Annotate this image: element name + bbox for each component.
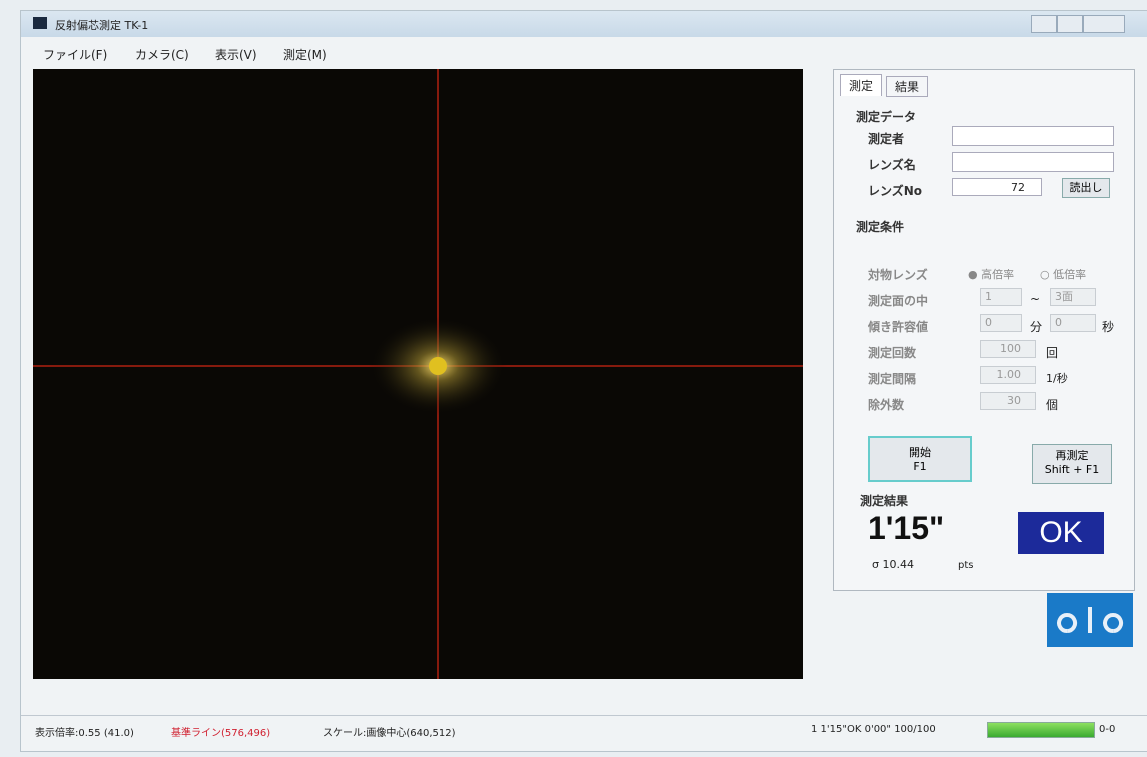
radio-option[interactable]: ○ 低倍率: [1040, 266, 1086, 282]
unit: 1/秒: [1046, 370, 1068, 386]
unit: 回: [1046, 344, 1058, 361]
button-text: 開始: [870, 446, 970, 460]
exclude-input[interactable]: 30: [980, 392, 1036, 410]
menu-item[interactable]: ファイル(F): [43, 46, 107, 63]
menu-item[interactable]: カメラ(C): [135, 46, 189, 63]
field-label: レンズNo: [868, 182, 922, 199]
side-panel: 測定 結果 測定データ 測定者 レンズ名 レンズNo 72 読出し 測定条件 対…: [833, 69, 1135, 591]
tolerance-sec[interactable]: 0: [1050, 314, 1096, 332]
field-label: 測定者: [868, 130, 904, 147]
separator: ~: [1030, 292, 1040, 306]
surface-from[interactable]: 1: [980, 288, 1022, 306]
section-heading: 測定データ: [856, 108, 916, 125]
tab[interactable]: 測定: [840, 74, 882, 96]
menu-bar: ファイル(F) カメラ(C) 表示(V) 測定(M): [21, 41, 1147, 65]
summary-status: 1 1'15"OK 0'00" 100/100: [811, 724, 936, 735]
operator-select[interactable]: [952, 126, 1114, 146]
read-button[interactable]: 読出し: [1062, 178, 1110, 198]
judgement: OK: [1018, 512, 1104, 554]
tolerance-min[interactable]: 0: [980, 314, 1022, 332]
lens-no-input[interactable]: 72: [952, 178, 1042, 196]
window-title: 反射偏芯測定 TK-1: [55, 17, 148, 33]
app-icon: [33, 17, 47, 29]
option-label: 高倍率: [981, 268, 1014, 281]
camera-view: [33, 69, 803, 679]
status-bar: 表示倍率:0.55 (41.0) 基準ライン(576,496) スケール:画像中…: [21, 715, 1147, 744]
title-bar: 反射偏芯測定 TK-1: [21, 11, 1147, 37]
tab[interactable]: 結果: [886, 76, 928, 97]
field-label: 対物レンズ: [868, 266, 928, 283]
lens-name-select[interactable]: [952, 152, 1114, 172]
sigma-unit: pts: [958, 560, 973, 571]
range-status: 0-0: [1099, 724, 1115, 735]
button-text: F1: [870, 460, 970, 474]
section-heading: 測定結果: [860, 492, 908, 509]
unit: 個: [1046, 396, 1058, 413]
interval-input[interactable]: 1.00: [980, 366, 1036, 384]
reflection-spot: [429, 357, 447, 375]
unit: 分: [1030, 318, 1042, 335]
section-heading: 測定条件: [856, 218, 904, 235]
sigma: σ 10.44: [872, 558, 914, 571]
page: 反射偏芯測定 TK-1 ファイル(F) カメラ(C) 表示(V) 測定(M) 測…: [0, 0, 1147, 757]
zoom-status: 表示倍率:0.55 (41.0): [35, 724, 134, 739]
field-label: 除外数: [868, 396, 904, 413]
field-label: 測定面の中: [868, 292, 928, 309]
field-label: 傾き許容値: [868, 318, 928, 335]
window: 反射偏芯測定 TK-1 ファイル(F) カメラ(C) 表示(V) 測定(M) 測…: [20, 10, 1147, 752]
field-label: 測定回数: [868, 344, 916, 361]
progress-bar: [987, 722, 1095, 738]
minimize-button[interactable]: [1031, 15, 1057, 33]
count-input[interactable]: 100: [980, 340, 1036, 358]
logo: [1047, 593, 1133, 647]
close-button[interactable]: [1083, 15, 1125, 33]
surface-to[interactable]: 3面: [1050, 288, 1096, 306]
field-label: 測定間隔: [868, 370, 916, 387]
unit: 秒: [1102, 318, 1114, 335]
scale-status: スケール:画像中心(640,512): [323, 724, 456, 739]
field-label: レンズ名: [868, 156, 916, 173]
menu-item[interactable]: 測定(M): [283, 46, 327, 63]
reference-status: 基準ライン(576,496): [171, 724, 270, 739]
maximize-button[interactable]: [1057, 15, 1083, 33]
button-text: 再測定: [1033, 449, 1111, 463]
radio-option[interactable]: ● 高倍率: [968, 266, 1014, 282]
result-value: 1'15": [868, 510, 944, 547]
option-label: 低倍率: [1053, 268, 1086, 281]
menu-item[interactable]: 表示(V): [215, 46, 257, 63]
button-text: Shift + F1: [1033, 463, 1111, 477]
